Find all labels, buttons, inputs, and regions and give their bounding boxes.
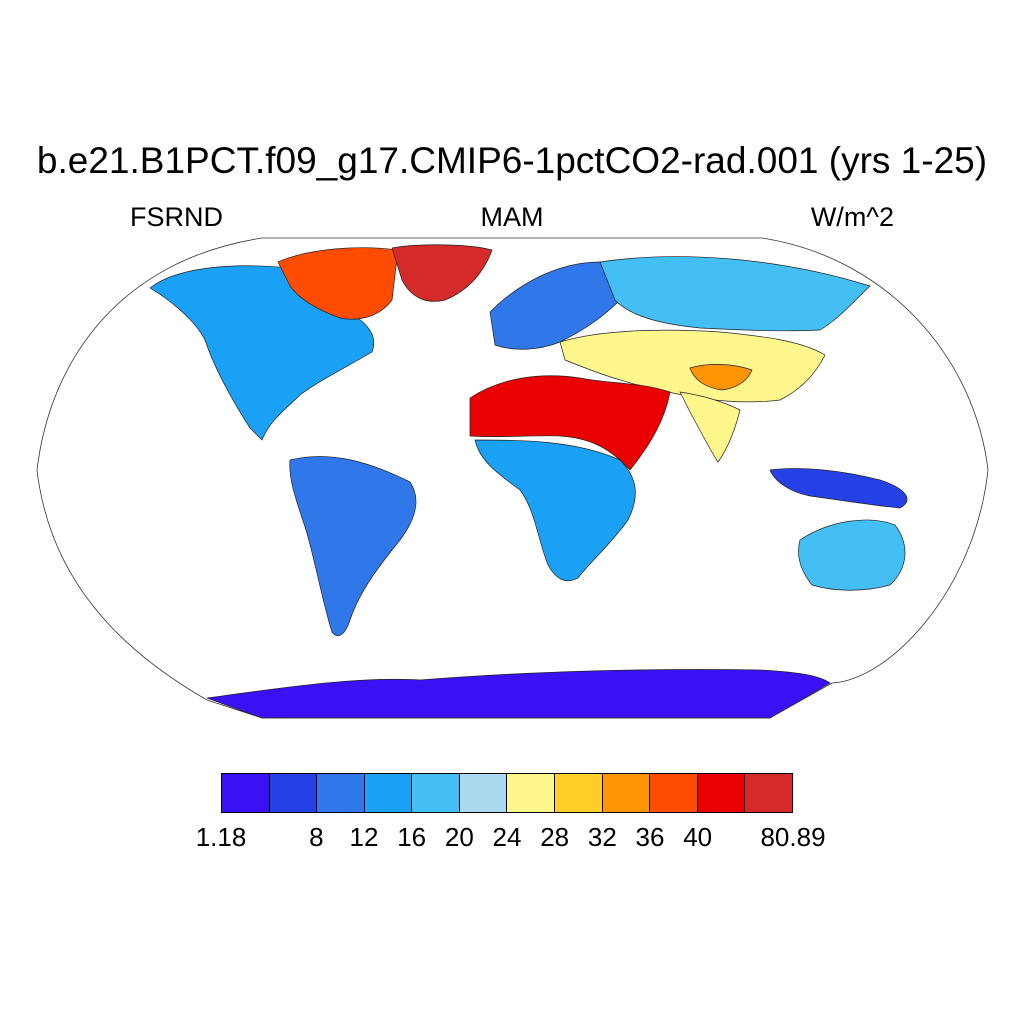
colorbar-swatch: [697, 774, 746, 812]
colorbar-swatch: [222, 774, 270, 812]
colorbar-tick-label: 40: [683, 822, 713, 852]
units-label: W/m^2: [810, 202, 894, 232]
colorbar-swatch: [269, 774, 318, 812]
land-region-europe: [489, 261, 621, 350]
land-region-canada-arctic: [277, 247, 399, 320]
land-region-siberia: [599, 256, 871, 332]
colorbar-tick-label: 12: [349, 822, 379, 852]
colorbar-swatch: [650, 774, 698, 812]
colorbar-swatch: [364, 774, 413, 812]
colorbar-tick-label: 1.18: [195, 822, 247, 852]
land-region-sahara-arabia: [469, 375, 671, 471]
colorbar-tick-label: 36: [635, 822, 665, 852]
colorbar-swatch: [507, 774, 556, 812]
colorbar-tick-label: 8: [309, 822, 324, 852]
colorbar-labels: 1.18 8 12 16 20 24 28 32 36 40 80.89: [0, 822, 1024, 856]
colorbar-tick-label: 28: [540, 822, 570, 852]
land-region-north-america: [149, 265, 374, 441]
land-region-maritime-asia: [769, 468, 908, 509]
colorbar-swatch: [602, 774, 651, 812]
land-region-africa-south: [474, 439, 636, 582]
plot-title: b.e21.B1PCT.f09_g17.CMIP6-1pctCO2-rad.00…: [36, 140, 988, 181]
colorbar-swatch: [412, 774, 460, 812]
colorbar-swatch: [317, 774, 365, 812]
colorbar-tick-label: 24: [492, 822, 522, 852]
land-region-australia: [798, 519, 906, 591]
land-region-tibet: [689, 364, 753, 391]
colorbar-swatch: [459, 774, 508, 812]
colorbar-tick-label: 20: [444, 822, 474, 852]
variable-label: FSRND: [130, 202, 223, 232]
colorbar-swatch: [555, 774, 603, 812]
season-label: MAM: [480, 202, 544, 232]
land-region-greenland: [391, 244, 493, 302]
land-region-india: [679, 391, 741, 463]
map-border: [36, 237, 989, 719]
land-layer: [149, 244, 908, 719]
colorbar-tick-label: 16: [397, 822, 427, 852]
colorbar: [221, 773, 793, 813]
land-region-south-america: [289, 456, 417, 637]
colorbar-swatch: [745, 774, 792, 812]
land-region-antarctica: [206, 669, 831, 719]
colorbar-tick-label: 32: [587, 822, 617, 852]
colorbar-tick-label: 80.89: [760, 822, 826, 852]
